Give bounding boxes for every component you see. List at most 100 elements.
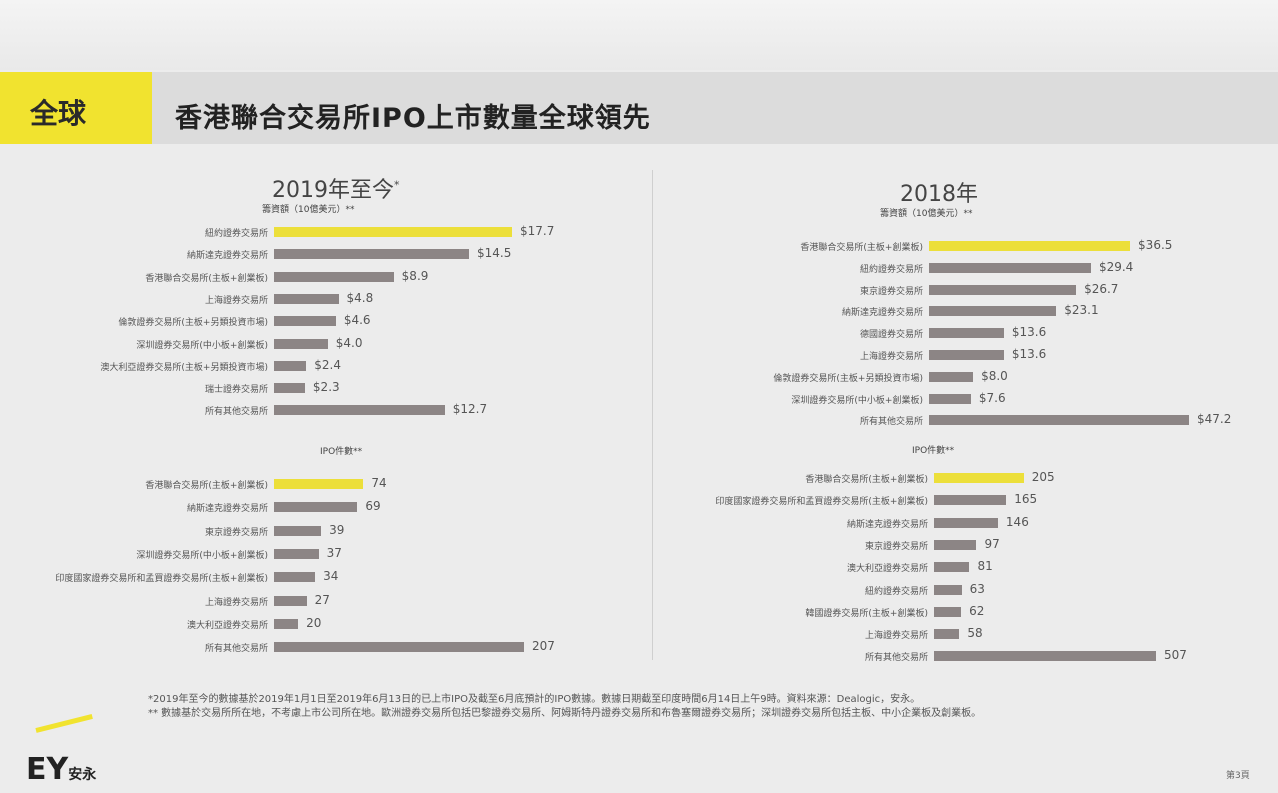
chart-0-subtitle: 籌資額（10億美元）**	[262, 205, 355, 215]
bar-value-label: $12.7	[452, 402, 488, 417]
bar-label: 所有其他交易所	[864, 653, 928, 664]
bar-value-label: $8.0	[981, 368, 1008, 383]
bar-value-label: 207	[532, 639, 555, 654]
bar	[274, 595, 307, 606]
bar-value-label: 81	[977, 559, 993, 574]
bar-value-label: 146	[1005, 514, 1029, 529]
header-band	[0, 72, 1278, 144]
bar-value-label: 507	[1164, 648, 1187, 663]
footnote-1: *2019年至今的數據基於2019年1月1日至2019年6月13日的已上市IPO…	[148, 694, 921, 705]
bar-value-label: $13.6	[1011, 325, 1047, 340]
bar-value-label: 63	[969, 581, 985, 596]
bar-label: 所有其他交易所	[204, 407, 268, 418]
bar-value-label: $2.4	[314, 357, 341, 372]
panel-divider	[652, 170, 653, 660]
bar-label: 印度國家證券交易所和孟買證券交易所(主板+創業板)	[715, 497, 928, 508]
bar-label: 瑞士證券交易所	[204, 385, 268, 396]
bar	[934, 629, 960, 640]
bar	[274, 548, 319, 559]
panel-title-2019-mark: *	[394, 178, 400, 192]
bar	[934, 606, 962, 617]
bar-label: 納斯達克證券交易所	[186, 504, 268, 515]
bar-value-label: $13.6	[1011, 347, 1047, 361]
bar	[929, 393, 971, 404]
bar-label: 澳大利亞證券交易所	[846, 564, 928, 575]
bar-label: 東京證券交易所	[204, 527, 268, 538]
bar	[274, 572, 316, 583]
bar	[934, 517, 998, 528]
bar-value-label: $14.5	[476, 246, 512, 261]
bar-label: 東京證券交易所	[859, 286, 923, 297]
bar-value-label: $23.1	[1064, 303, 1099, 318]
bar-value-label: 97	[984, 536, 1000, 551]
bar-label: 澳大利亞證券交易所	[186, 620, 268, 631]
logo-slash-icon	[35, 714, 93, 733]
bar-value-label: 62	[969, 603, 985, 618]
bar-label: 深圳證券交易所(中小板+創業板)	[136, 550, 268, 561]
footnotes: *2019年至今的數據基於2019年1月1日至2019年6月13日的已上市IPO…	[148, 693, 981, 721]
bar-value-label: 27	[314, 592, 330, 607]
bar-value-label: 37	[326, 545, 342, 560]
bar	[929, 284, 1077, 295]
bar-label: 香港聯合交易所(主板+創業板)	[805, 475, 928, 485]
top-band	[0, 0, 1278, 70]
bar	[934, 651, 1156, 662]
bar	[929, 306, 1057, 317]
bar-label: 東京證券交易所	[864, 541, 928, 552]
bar	[929, 350, 1004, 360]
panel-title-2019: 2019年至今*	[272, 172, 400, 204]
chart-3-subtitle: IPO件數**	[912, 446, 955, 456]
bar	[274, 502, 358, 513]
bar-label: 紐約證券交易所	[864, 586, 928, 597]
bar	[274, 293, 339, 304]
bar-label: 韓國證券交易所(主板+創業板)	[805, 608, 928, 619]
bar	[274, 316, 336, 327]
bar-value-label: $4.0	[335, 335, 363, 350]
bar	[929, 415, 1189, 426]
slide-title: 香港聯合交易所IPO上市數量全球領先	[175, 103, 651, 134]
bar-value-label: 34	[323, 569, 339, 584]
bar-value-label: $7.6	[978, 390, 1006, 405]
bar-value-label: 74	[371, 476, 387, 490]
bar-label: 倫敦證券交易所(主板+另類投資市場)	[773, 373, 923, 384]
bar-label: 所有其他交易所	[859, 417, 923, 428]
chart-1-subtitle: 籌資額（10億美元）**	[880, 209, 973, 219]
bar	[929, 241, 1131, 251]
bar-label: 香港聯合交易所(主板+創業板)	[145, 273, 268, 284]
bar	[274, 271, 394, 282]
bar-label: 上海證券交易所	[859, 352, 923, 362]
bar	[929, 371, 974, 382]
bar-label: 納斯達克證券交易所	[841, 308, 923, 319]
bar-value-label: $29.4	[1098, 259, 1134, 274]
bar-label: 上海證券交易所	[204, 295, 268, 306]
bar-label: 納斯達克證券交易所	[186, 251, 268, 262]
region-tag-label: 全球	[30, 97, 87, 130]
bar-value-label: $17.7	[520, 224, 555, 238]
bar-value-label: $4.8	[346, 290, 374, 305]
bar-label: 上海證券交易所	[204, 597, 268, 608]
bar	[934, 584, 962, 595]
bar-value-label: $26.7	[1084, 281, 1119, 296]
bar	[934, 473, 1024, 483]
bar-label: 深圳證券交易所(中小板+創業板)	[136, 340, 268, 351]
bar	[274, 360, 307, 371]
bar-label: 香港聯合交易所(主板+創業板)	[800, 243, 923, 253]
bar	[274, 642, 524, 653]
bar	[274, 338, 328, 349]
bar-label: 倫敦證券交易所(主板+另類投資市場)	[118, 318, 268, 329]
bar-value-label: 205	[1031, 470, 1055, 484]
bar	[274, 405, 445, 416]
bar-value-label: $8.9	[401, 268, 429, 283]
bar-label: 納斯達克證券交易所	[846, 519, 928, 530]
bar	[274, 227, 512, 237]
bar-label: 紐約證券交易所	[204, 229, 268, 239]
bar	[274, 525, 322, 536]
bar	[929, 262, 1091, 273]
panel-title-2019-text: 2019年至今	[272, 178, 394, 203]
bar-value-label: $47.2	[1197, 412, 1232, 427]
logo-brand: EY	[26, 752, 69, 787]
bar-value-label: 58	[967, 626, 983, 641]
region-tag: 全球	[0, 72, 152, 144]
bar-value-label: 20	[306, 615, 322, 630]
bar-value-label: 165	[1014, 492, 1038, 507]
